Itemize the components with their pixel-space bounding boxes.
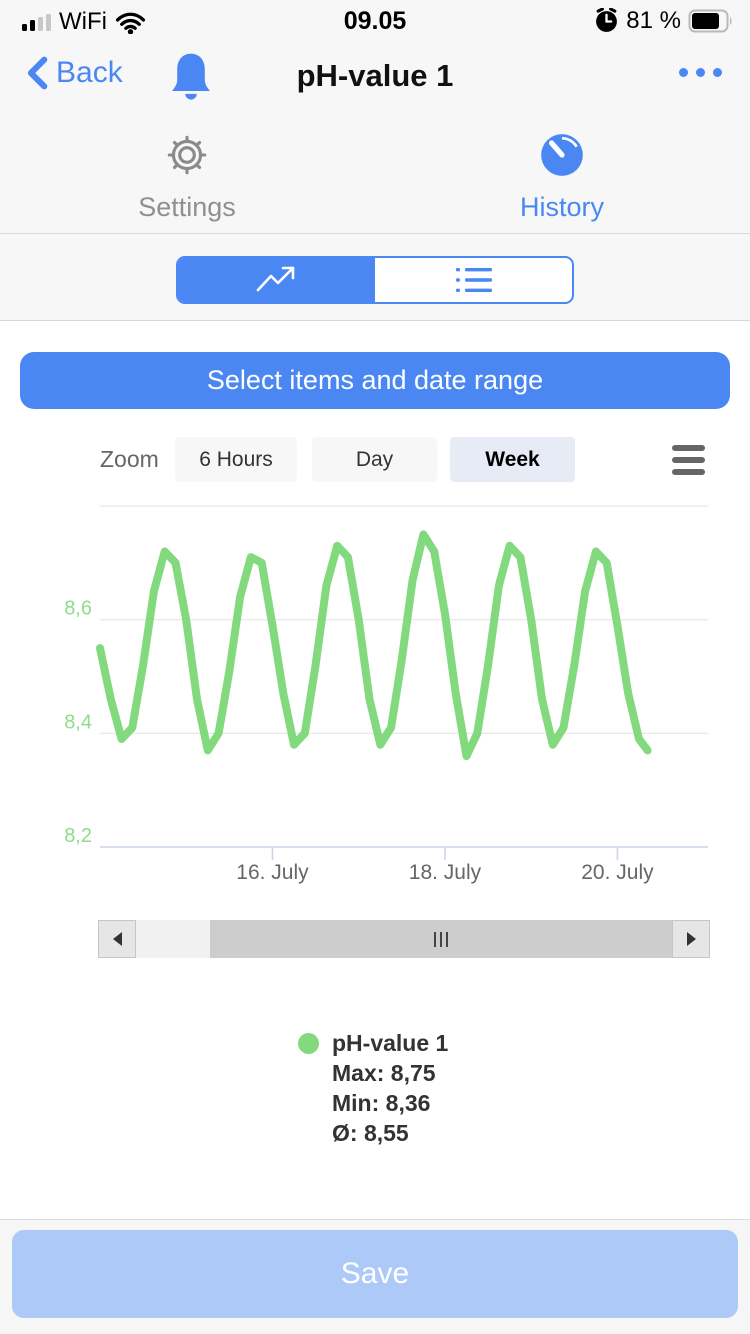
ph-line-chart[interactable]: 8,2 8,4 8,6 16. July 18. July 20. July	[0, 478, 750, 912]
signal-strength-icon	[22, 13, 51, 31]
chart-view-button[interactable]	[178, 258, 375, 302]
legend-series-name: pH-value 1	[332, 1030, 449, 1056]
zoom-day-button[interactable]: Day	[312, 437, 437, 482]
save-button[interactable]: Save	[12, 1230, 738, 1318]
legend-max: Max: 8,75	[332, 1060, 436, 1086]
back-label: Back	[56, 56, 123, 89]
tab-settings[interactable]: Settings	[37, 124, 337, 223]
scrollbar-track[interactable]	[136, 920, 210, 958]
view-toggle	[176, 256, 574, 304]
more-menu-button[interactable]	[679, 68, 722, 77]
status-bar: WiFi 09.05 81 %	[0, 0, 750, 42]
svg-text:18. July: 18. July	[409, 861, 482, 884]
select-items-date-range-button[interactable]: Select items and date range	[20, 352, 730, 409]
divider	[0, 233, 750, 234]
list-icon	[455, 268, 492, 292]
tab-bar: Settings History	[0, 124, 750, 233]
svg-text:8,4: 8,4	[64, 711, 92, 733]
chart-scrollbar	[98, 920, 710, 958]
legend-min: Min: 8,36	[332, 1090, 431, 1116]
timer-icon	[541, 134, 583, 176]
triangle-right-icon	[686, 932, 696, 946]
tab-history-label: History	[519, 192, 604, 222]
divider	[0, 320, 750, 321]
list-view-button[interactable]	[375, 258, 572, 302]
battery-icon	[688, 9, 732, 33]
back-button[interactable]: Back	[26, 56, 123, 90]
chart-context-menu-button[interactable]	[672, 445, 705, 475]
carrier-label: WiFi	[59, 8, 107, 35]
page-title: pH-value 1	[296, 58, 454, 93]
legend-avg: Ø: 8,55	[332, 1120, 409, 1146]
notifications-button[interactable]	[168, 50, 214, 107]
navigation-bar: Back pH-value 1	[0, 42, 750, 124]
zoom-6hours-button[interactable]: 6 Hours	[175, 437, 297, 482]
svg-text:8,6: 8,6	[64, 598, 92, 620]
zoom-label: Zoom	[100, 446, 159, 472]
triangle-left-icon	[112, 932, 122, 946]
svg-text:8,2: 8,2	[64, 825, 92, 847]
scrollbar-right-button[interactable]	[672, 920, 710, 958]
scrollbar-left-button[interactable]	[98, 920, 136, 958]
tab-settings-label: Settings	[138, 192, 236, 222]
tab-history[interactable]: History	[412, 124, 712, 223]
chart-legend: pH-value 1 Max: 8,75 Min: 8,36 Ø: 8,55	[298, 1028, 448, 1148]
zoom-week-button[interactable]: Week	[450, 437, 575, 482]
status-time: 09.05	[343, 7, 407, 35]
battery-percent-label: 81 %	[626, 7, 681, 34]
chevron-left-icon	[27, 56, 48, 90]
trend-arrow-icon	[256, 266, 294, 292]
footer-bar: Save	[0, 1219, 750, 1334]
gear-icon	[167, 135, 207, 175]
zoom-controls: Zoom 6 Hours Day Week	[0, 437, 750, 483]
svg-text:20. July: 20. July	[581, 861, 654, 884]
legend-marker-icon	[298, 1032, 319, 1054]
scrollbar-thumb[interactable]	[210, 920, 672, 958]
wifi-icon	[115, 12, 146, 34]
alarm-clock-icon	[596, 8, 618, 32]
bell-icon	[172, 53, 210, 100]
legend-item-ph-value-1[interactable]: pH-value 1	[298, 1028, 448, 1058]
svg-text:16. July: 16. July	[236, 861, 309, 884]
